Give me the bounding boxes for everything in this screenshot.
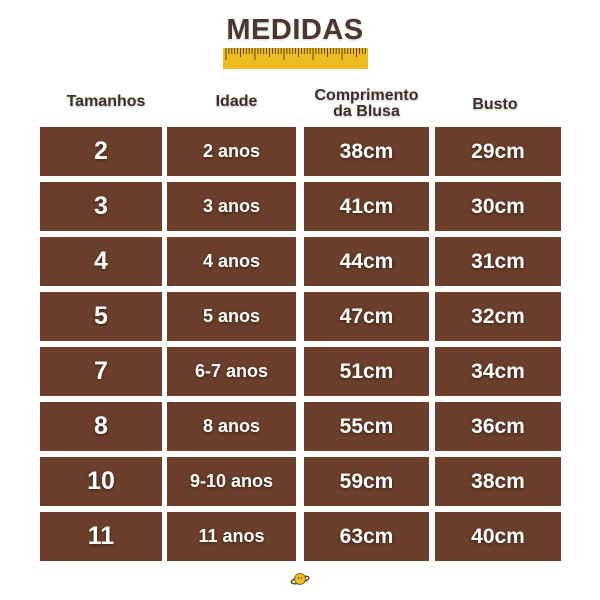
cell-busto: 32cm — [435, 292, 561, 341]
planet-icon — [290, 573, 310, 585]
cell-idade: 11 anos — [167, 512, 296, 561]
cell-comprimento: 44cm — [304, 237, 429, 286]
cell-tamanho: 10 — [40, 457, 162, 506]
header-tamanhos: Tamanhos — [66, 93, 146, 110]
header-busto: Busto — [472, 96, 518, 113]
cell-busto: 31cm — [435, 237, 561, 286]
cell-idade: 6-7 anos — [167, 347, 296, 396]
cell-busto: 40cm — [435, 512, 561, 561]
cell-tamanho: 2 — [40, 127, 162, 176]
cell-idade: 3 anos — [167, 182, 296, 231]
cell-comprimento: 51cm — [304, 347, 429, 396]
ruler-icon — [223, 48, 368, 69]
cell-tamanho: 5 — [40, 292, 162, 341]
page-title: MEDIDAS — [226, 14, 364, 46]
cell-tamanho: 11 — [40, 512, 162, 561]
cell-busto: 36cm — [435, 402, 561, 451]
cell-tamanho: 7 — [40, 347, 162, 396]
cell-idade: 9-10 anos — [167, 457, 296, 506]
cell-busto: 30cm — [435, 182, 561, 231]
cell-idade: 5 anos — [167, 292, 296, 341]
cell-idade: 4 anos — [167, 237, 296, 286]
cell-comprimento: 41cm — [304, 182, 429, 231]
cell-comprimento: 59cm — [304, 457, 429, 506]
header-idade: Idade — [215, 93, 258, 110]
cell-tamanho: 8 — [40, 402, 162, 451]
cell-busto: 38cm — [435, 457, 561, 506]
header-comprimento: Comprimento da Blusa — [314, 87, 419, 120]
cell-comprimento: 63cm — [304, 512, 429, 561]
cell-idade: 2 anos — [167, 127, 296, 176]
cell-comprimento: 55cm — [304, 402, 429, 451]
cell-busto: 34cm — [435, 347, 561, 396]
cell-idade: 8 anos — [167, 402, 296, 451]
cell-comprimento: 38cm — [304, 127, 429, 176]
cell-comprimento: 47cm — [304, 292, 429, 341]
cell-tamanho: 4 — [40, 237, 162, 286]
cell-busto: 29cm — [435, 127, 561, 176]
cell-tamanho: 3 — [40, 182, 162, 231]
